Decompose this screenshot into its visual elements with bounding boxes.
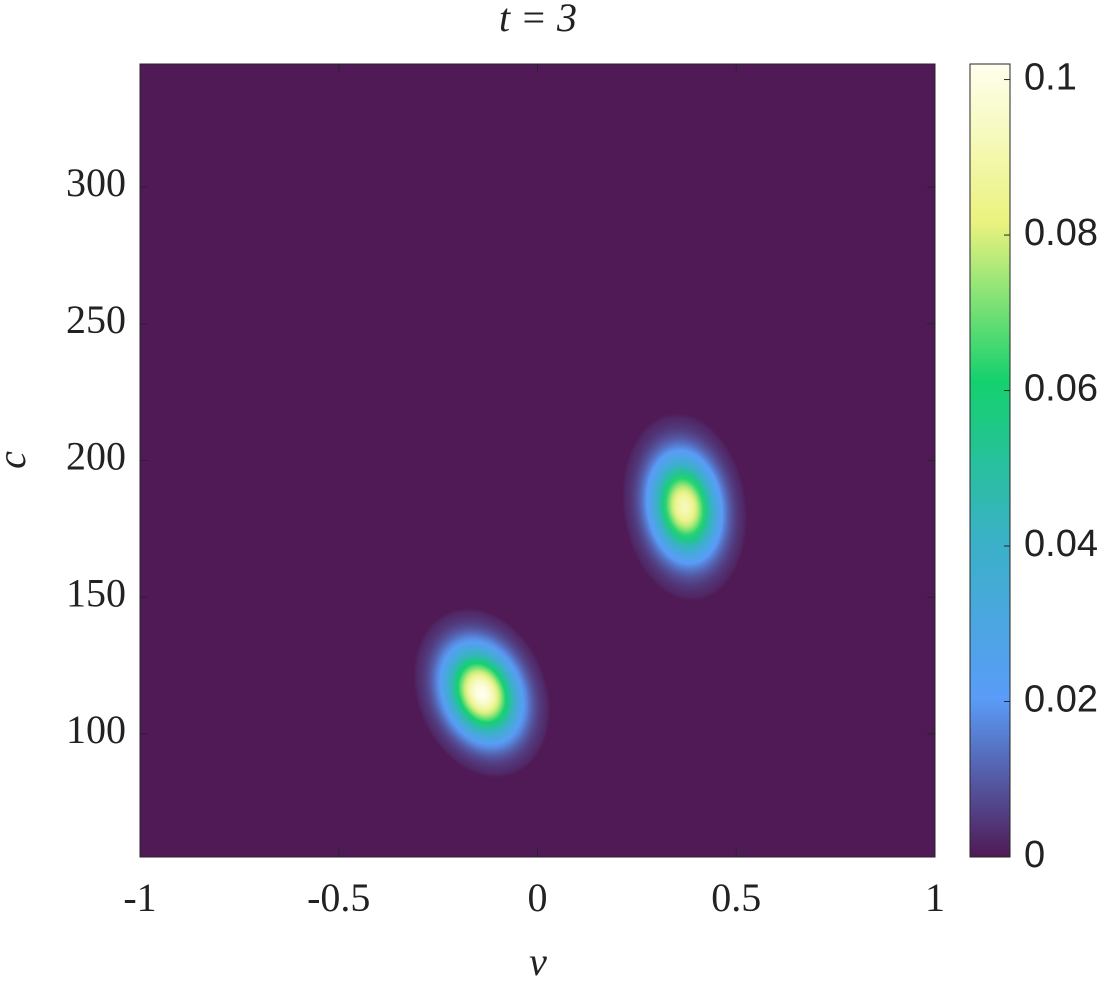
colorbar-tick-label: 0.02 <box>1024 679 1098 721</box>
colorbar-tick-label: 0.08 <box>1024 212 1098 254</box>
y-tick-label: 150 <box>66 570 126 615</box>
density-peak <box>621 412 748 602</box>
y-tick-label: 250 <box>66 297 126 342</box>
colorbar <box>969 63 1011 858</box>
density-peak <box>413 607 551 779</box>
x-tick-label: 0 <box>528 875 548 920</box>
y-tick-label: 300 <box>66 160 126 205</box>
colorbar-tick-label: 0 <box>1024 834 1045 876</box>
colorbar-tick-label: 0.1 <box>1024 57 1077 99</box>
y-tick-label: 100 <box>66 707 126 752</box>
chart-title: t = 3 <box>499 0 577 40</box>
y-axis-label: c <box>0 451 34 469</box>
x-tick-label: -1 <box>123 875 156 920</box>
x-tick-label: 0.5 <box>711 875 761 920</box>
colorbar-tick-label: 0.06 <box>1024 368 1098 410</box>
y-tick-label: 200 <box>66 434 126 479</box>
x-tick-label: 1 <box>925 875 945 920</box>
x-tick-label: -0.5 <box>307 875 370 920</box>
x-axis-label: v <box>529 939 547 982</box>
colorbar-tick-label: 0.04 <box>1024 523 1098 565</box>
